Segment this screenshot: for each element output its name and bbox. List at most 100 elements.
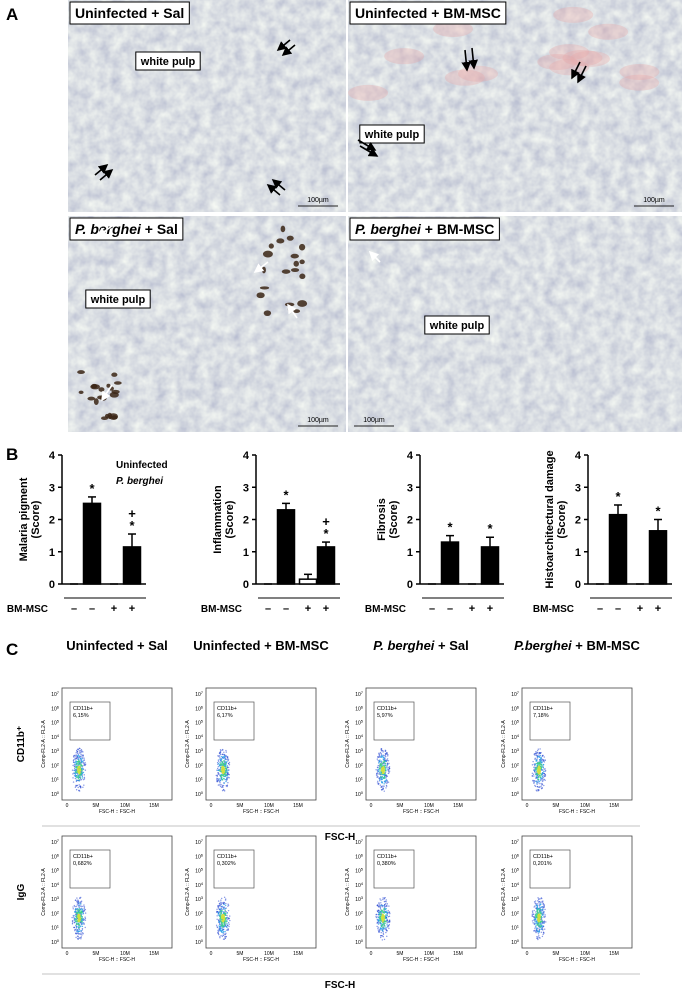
event-dot <box>80 785 81 786</box>
y-tick-label: 103 <box>511 895 520 903</box>
event-dot <box>82 787 83 788</box>
event-dot <box>223 778 224 779</box>
event-dot <box>533 914 534 915</box>
event-dot <box>388 921 389 922</box>
event-dot <box>217 930 218 931</box>
event-dot <box>221 923 222 924</box>
event-dot <box>73 916 74 917</box>
event-dot <box>539 930 540 931</box>
plot-y-title: Comp-FL2-A :: FL2-A <box>185 720 191 768</box>
event-dot <box>73 760 74 761</box>
gate-name: CD11b+ <box>377 854 397 860</box>
plot-y-title: Comp-FL2-A :: FL2-A <box>501 868 507 916</box>
event-dot <box>224 754 225 755</box>
y-tick-label: 104 <box>511 881 520 889</box>
event-dot <box>218 900 219 901</box>
event-dot <box>223 920 224 921</box>
y-tick-label: 107 <box>355 838 364 846</box>
event-dot <box>543 767 544 768</box>
event-dot <box>538 764 539 765</box>
x-tick-label: + <box>129 603 135 615</box>
pigment <box>109 413 118 420</box>
event-dot <box>380 922 381 923</box>
plot-frame <box>62 688 172 800</box>
event-dot <box>78 918 79 919</box>
event-dot <box>74 911 75 912</box>
event-dot <box>385 932 386 933</box>
event-dot <box>538 777 539 778</box>
event-dot <box>535 751 536 752</box>
flow-plot: CD11b+0,380%10010110210310410510610705M1… <box>345 836 476 963</box>
event-dot <box>386 905 387 906</box>
event-dot <box>76 913 77 914</box>
event-dot <box>224 917 225 918</box>
event-dot <box>223 767 224 768</box>
event-dot <box>78 755 79 756</box>
event-dot <box>78 915 79 916</box>
x-tick-label: + <box>305 603 311 615</box>
event-dot <box>387 915 388 916</box>
event-dot <box>378 930 379 931</box>
x-tick-label: 0 <box>66 951 69 957</box>
event-dot <box>540 777 541 778</box>
event-dot <box>540 773 541 774</box>
event-dot <box>225 772 226 773</box>
event-dot <box>220 911 221 912</box>
event-dot <box>536 776 537 777</box>
event-dot <box>536 784 537 785</box>
event-dot <box>386 779 387 780</box>
event-dot <box>537 908 538 909</box>
event-dot <box>78 770 79 771</box>
event-dot <box>218 919 219 920</box>
event-dot <box>220 750 221 751</box>
event-dot <box>383 927 384 928</box>
event-dot <box>81 921 82 922</box>
tick-exp: 1 <box>517 776 520 781</box>
event-dot <box>82 929 83 930</box>
pigment <box>291 254 299 259</box>
event-dot <box>73 915 74 916</box>
event-dot <box>83 765 84 766</box>
event-dot <box>83 772 84 773</box>
y-tick-label: 2 <box>49 515 55 527</box>
event-dot <box>83 784 84 785</box>
tick-exp: 7 <box>201 838 204 843</box>
event-dot <box>532 775 533 776</box>
event-dot <box>540 775 541 776</box>
significance: * <box>283 487 289 502</box>
event-dot <box>386 936 387 937</box>
event-dot <box>72 773 73 774</box>
event-dot <box>379 765 380 766</box>
tick-exp: 5 <box>201 719 204 724</box>
event-dot <box>538 931 539 932</box>
event-dot <box>82 751 83 752</box>
event-dot <box>533 906 534 907</box>
image-title: P. berghei + Sal <box>75 221 178 237</box>
event-dot <box>385 903 386 904</box>
event-dot <box>79 909 80 910</box>
pigment <box>91 384 97 389</box>
event-dot <box>78 936 79 937</box>
micrograph: Uninfected + BM-MSCwhite pulp100µm <box>348 0 682 212</box>
panel-label: B <box>6 445 18 464</box>
pigment <box>269 243 274 248</box>
event-dot <box>378 910 379 911</box>
bar <box>84 503 101 584</box>
y-axis-label: Fibrosis <box>376 498 388 541</box>
event-dot <box>82 932 83 933</box>
tissue <box>68 0 346 212</box>
event-dot <box>543 771 544 772</box>
event-dot <box>76 766 77 767</box>
event-dot <box>385 768 386 769</box>
flow-plot: CD11b+0,302%10010110210310410510610705M1… <box>185 836 316 963</box>
tick-exp: 1 <box>517 924 520 929</box>
event-dot <box>388 760 389 761</box>
event-dot <box>82 928 83 929</box>
event-dot <box>74 757 75 758</box>
pigment <box>111 390 119 394</box>
image-title: P. berghei + BM-MSC <box>355 221 494 237</box>
event-dot <box>225 922 226 923</box>
event-dot <box>380 902 381 903</box>
event-dot <box>79 912 80 913</box>
region-label: white pulp <box>364 129 420 141</box>
